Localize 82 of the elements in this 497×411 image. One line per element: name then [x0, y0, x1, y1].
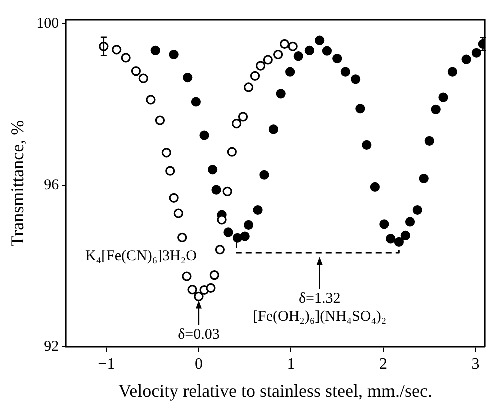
point [431, 104, 441, 114]
point [356, 104, 366, 114]
point [232, 119, 242, 129]
point [212, 185, 222, 195]
point [424, 136, 434, 146]
point [362, 140, 372, 150]
point [304, 46, 314, 56]
point [131, 66, 142, 76]
point [405, 217, 416, 227]
point [121, 53, 131, 63]
point [412, 205, 422, 216]
x-axis-title: Velocity relative to stainless steel, mm./sec. [118, 380, 433, 401]
point [260, 170, 270, 180]
point [400, 230, 410, 241]
point [217, 215, 227, 225]
point [380, 220, 390, 230]
point [263, 55, 273, 65]
point [162, 148, 172, 158]
point [351, 74, 361, 84]
point [232, 233, 243, 243]
x-tick-label: −1 [98, 356, 116, 374]
point [370, 182, 380, 192]
annotation: δ=0.03 [178, 327, 220, 344]
point [112, 45, 122, 55]
point [448, 67, 458, 77]
point [276, 89, 286, 99]
y-tick-label: 96 [44, 178, 60, 194]
point [322, 46, 332, 56]
point [438, 92, 448, 102]
x-tick-label: 2 [380, 356, 388, 374]
point [250, 71, 260, 81]
point [150, 46, 160, 56]
point [238, 112, 248, 122]
y-tick-label: 100 [36, 16, 60, 32]
point [286, 67, 296, 77]
point [294, 52, 304, 62]
point [240, 232, 250, 242]
point [419, 174, 429, 184]
point [462, 54, 472, 64]
point [280, 39, 290, 50]
point [169, 50, 179, 60]
point [206, 283, 216, 294]
point [210, 270, 220, 280]
point [224, 228, 234, 238]
point [472, 48, 482, 58]
point [332, 54, 342, 64]
point [256, 61, 266, 71]
point [208, 165, 218, 175]
point [222, 186, 232, 196]
point [182, 272, 192, 282]
point [274, 50, 284, 60]
point [288, 42, 298, 52]
point [253, 205, 263, 216]
point [194, 292, 204, 302]
point [386, 234, 396, 244]
point [244, 82, 254, 92]
point [340, 67, 350, 77]
point [268, 124, 279, 134]
y-axis-title: Transmittance, % [8, 120, 28, 247]
point [227, 147, 237, 157]
y-tick-label: 92 [44, 339, 60, 356]
point [146, 95, 156, 105]
point [215, 245, 225, 255]
point [169, 193, 179, 203]
point [178, 232, 188, 243]
annotation: [Fe(OH₂)₆](NH₄SO₄)₂ [253, 309, 387, 326]
point [166, 166, 176, 176]
point [191, 97, 201, 107]
point [138, 74, 148, 84]
point [200, 130, 210, 140]
point [394, 237, 404, 247]
point [183, 72, 193, 83]
point [315, 36, 325, 46]
point [174, 208, 184, 218]
x-tick-label: 1 [287, 356, 296, 374]
point [244, 220, 254, 230]
annotation: δ=1.32 [298, 291, 341, 308]
point [155, 116, 166, 126]
x-tick-label: 0 [194, 356, 203, 374]
x-tick-label: 3 [472, 356, 480, 374]
point [188, 285, 198, 295]
series-label: K₄[Fe(CN)₆]3H₂O [85, 248, 198, 265]
